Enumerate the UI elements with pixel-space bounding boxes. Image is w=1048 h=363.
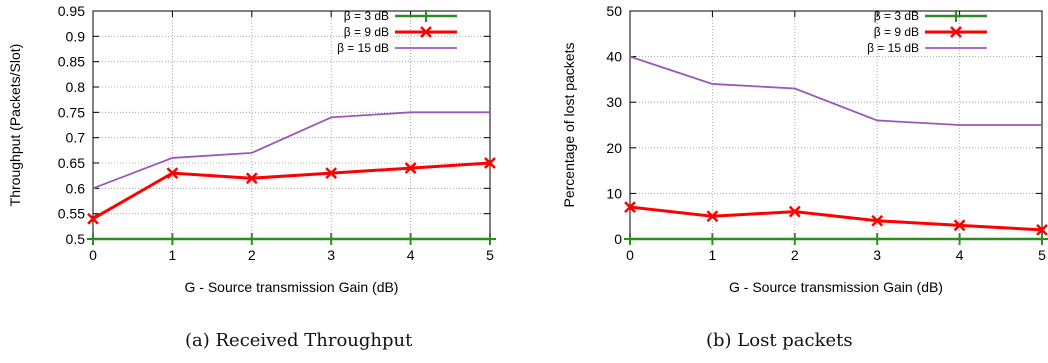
- series-1: [624, 201, 1048, 236]
- legend: β = 3 dB β = 9 dB β = 15 dB: [337, 9, 457, 55]
- data-point: [706, 233, 719, 245]
- x-tick-label: 4: [956, 247, 964, 263]
- series-line: [92, 111, 490, 190]
- x-tick-label: 5: [1038, 247, 1046, 263]
- series-0: [624, 233, 1048, 245]
- data-point: [1036, 233, 1048, 245]
- x-tick-label: 2: [248, 247, 256, 263]
- data-point: [404, 233, 417, 245]
- series-2: [92, 111, 490, 190]
- y-tick-label: 50: [606, 3, 622, 19]
- data-point: [1036, 223, 1048, 236]
- x-axis-label: G - Source transmission Gain (dB): [185, 279, 399, 295]
- data-point: [706, 210, 719, 223]
- data-point: [325, 167, 338, 180]
- x-tick-label: 5: [486, 247, 494, 263]
- data-point: [788, 233, 801, 245]
- series-line: [629, 55, 1042, 126]
- y-tick-label: 0.9: [66, 28, 86, 44]
- legend-label: β = 9 dB: [874, 25, 919, 39]
- caption-a: (a) Received Throughput: [185, 330, 413, 351]
- x-tick-label: 0: [89, 247, 97, 263]
- y-tick-label: 0.55: [58, 206, 85, 222]
- legend: β = 3 dB β = 9 dB β = 15 dB: [867, 9, 987, 55]
- grid: [92, 10, 491, 240]
- y-tick-label: 10: [606, 185, 622, 201]
- legend-label: β = 15 dB: [337, 41, 389, 55]
- legend-label: β = 9 dB: [344, 25, 389, 39]
- data-point: [166, 233, 179, 245]
- x-tick-label: 2: [791, 247, 799, 263]
- data-point: [953, 219, 966, 232]
- y-tick-label: 0.6: [66, 180, 86, 196]
- data-point: [245, 233, 258, 245]
- data-point: [484, 233, 496, 245]
- x-tick-label: 4: [407, 247, 415, 263]
- data-point: [404, 162, 417, 174]
- data-point: [788, 205, 801, 218]
- y-tick-label: 0.95: [58, 3, 85, 19]
- figure: 0.5 0.55 0.6 0.65 0.7 0.75 0.8 0.85 0.9 0.95 0 1 2 3 4…: [7, 3, 1048, 295]
- data-point: [624, 201, 636, 213]
- y-tick-label: 0.7: [66, 130, 86, 146]
- series-line: [629, 205, 1043, 232]
- y-tick-label: 20: [606, 140, 622, 156]
- series-line: [92, 161, 491, 221]
- y-tick-label: 30: [606, 94, 622, 110]
- y-tick-label: 0.85: [58, 54, 85, 70]
- legend-label: β = 3 dB: [874, 9, 919, 23]
- x-axis-label: G - Source transmission Gain (dB): [729, 279, 943, 295]
- data-point: [871, 233, 884, 245]
- legend-label: β = 15 dB: [867, 41, 919, 55]
- data-point: [484, 157, 496, 169]
- y-tick-label: 0: [614, 231, 622, 247]
- y-tick-label: 0.75: [58, 104, 85, 120]
- legend-marker: [950, 26, 962, 38]
- legend-marker: [420, 10, 432, 22]
- y-tick-label: 0.8: [66, 79, 86, 95]
- data-point: [87, 212, 99, 225]
- data-point: [166, 167, 179, 180]
- data-point: [624, 233, 636, 245]
- x-tick-label: 1: [709, 247, 717, 263]
- y-tick-label: 40: [606, 49, 622, 65]
- series-0: [87, 233, 496, 245]
- data-point: [871, 214, 884, 227]
- legend-marker: [950, 10, 962, 22]
- data-point: [87, 233, 99, 245]
- y-tick-label: 0.65: [58, 155, 85, 171]
- data-point: [325, 233, 338, 245]
- y-axis-label: Throughput (Packets/Slot): [7, 44, 23, 207]
- x-tick-label: 3: [873, 247, 881, 263]
- y-axis-label: Percentage of lost packets: [561, 43, 577, 208]
- data-point: [245, 172, 258, 185]
- legend-label: β = 3 dB: [344, 9, 389, 23]
- plot-frame: [92, 10, 491, 240]
- data-point: [953, 233, 966, 245]
- legend-marker: [420, 26, 432, 38]
- chart-0: 0.5 0.55 0.6 0.65 0.7 0.75 0.8 0.85 0.9 0.95 0 1 2 3 4…: [7, 3, 496, 295]
- series-2: [629, 55, 1042, 126]
- series-1: [87, 157, 496, 225]
- x-tick-label: 1: [169, 247, 177, 263]
- y-tick-label: 0.5: [66, 231, 86, 247]
- x-tick-label: 3: [327, 247, 335, 263]
- caption-b: (b) Lost packets: [706, 330, 853, 351]
- x-tick-label: 0: [626, 247, 634, 263]
- chart-1: 0 10 20 30 40 50 0 1 2 3 4 5 G - Source transmission…: [561, 3, 1048, 295]
